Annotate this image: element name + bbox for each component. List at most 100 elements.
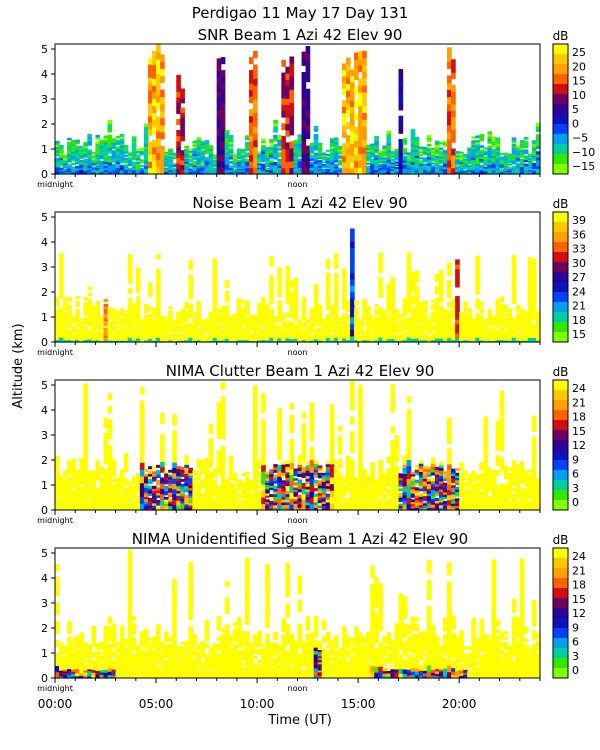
heatmap-cell [451, 161, 456, 169]
heatmap-cell [257, 465, 262, 469]
heatmap-cell [414, 338, 420, 343]
colorbar-tick-label: 18 [572, 314, 586, 327]
heatmap-cell [103, 448, 109, 455]
heatmap-cell [438, 289, 444, 295]
heatmap-cell [273, 464, 278, 468]
heatmap-cell [341, 288, 347, 294]
heatmap-cell [277, 147, 282, 151]
heatmap-cell [366, 170, 371, 173]
heatmap-cell [160, 336, 165, 339]
heatmap-cell [55, 336, 60, 341]
heatmap-cell [59, 146, 64, 149]
heatmap-cell [196, 332, 202, 336]
heatmap-cell [495, 311, 501, 315]
heatmap-cell [447, 166, 452, 175]
heatmap-cell [297, 147, 303, 151]
heatmap-cell [329, 140, 335, 143]
heatmap-cell [463, 155, 468, 157]
heatmap-cell [410, 287, 416, 293]
heatmap-cell [455, 328, 460, 334]
heatmap-cell [483, 150, 489, 153]
heatmap-cell [83, 432, 88, 441]
heatmap-cell [366, 167, 371, 170]
heatmap-cell [297, 339, 303, 342]
heatmap-cell [261, 393, 266, 401]
heatmap-cell [156, 130, 161, 139]
heatmap-cell [240, 334, 246, 338]
heatmap-cell [301, 119, 307, 127]
heatmap-cell [261, 458, 266, 466]
heatmap-cell [362, 337, 367, 341]
heatmap-cell [172, 163, 177, 166]
heatmap-cell [75, 487, 80, 491]
heatmap-cell [459, 328, 464, 331]
heatmap-cell [366, 172, 371, 175]
heatmap-cell [321, 170, 327, 173]
heatmap-cell [265, 490, 270, 494]
heatmap-cell [192, 492, 198, 496]
heatmap-cell [160, 434, 165, 441]
heatmap-cell [519, 327, 525, 330]
heatmap-cell [95, 169, 101, 173]
heatmap-cell [176, 313, 181, 316]
heatmap-cell [123, 459, 129, 463]
heatmap-cell [535, 159, 541, 164]
heatmap-cell [358, 85, 363, 93]
heatmap-cell [261, 445, 266, 453]
heatmap-cell [402, 317, 408, 321]
heatmap-cell [216, 317, 222, 321]
heatmap-cell [228, 491, 234, 496]
heatmap-cell [204, 157, 210, 160]
heatmap-cell [156, 474, 161, 478]
heatmap-cell [156, 102, 161, 110]
heatmap-cell [168, 168, 173, 171]
heatmap-cell [192, 312, 198, 315]
heatmap-cell [499, 296, 505, 300]
heatmap-cell [285, 329, 291, 335]
heatmap-cell [87, 479, 92, 483]
heatmap-cell [152, 313, 157, 316]
heatmap-cell [467, 308, 472, 311]
heatmap-cell [184, 315, 189, 318]
heatmap-cell [269, 322, 274, 329]
heatmap-cell [366, 307, 371, 311]
heatmap-cell [91, 311, 97, 315]
heatmap-cell [152, 320, 157, 324]
heatmap-cell [463, 308, 468, 311]
heatmap-cell [422, 160, 428, 163]
heatmap-cell [249, 508, 254, 511]
heatmap-cell [240, 309, 246, 314]
heatmap-cell [249, 154, 254, 162]
heatmap-cell [273, 326, 278, 329]
heatmap-cell [487, 150, 493, 154]
heatmap-cell [208, 428, 214, 434]
heatmap-cell [535, 327, 541, 330]
heatmap-cell [531, 286, 537, 292]
heatmap-cell [232, 321, 238, 324]
heatmap-cell [216, 456, 222, 463]
heatmap-cell [79, 326, 84, 329]
heatmap-cell [479, 136, 485, 140]
heatmap-cell [257, 498, 262, 503]
heatmap-cell [249, 314, 254, 317]
heatmap-cell [410, 311, 416, 316]
heatmap-cell [265, 335, 270, 339]
heatmap-cell [346, 316, 351, 320]
heatmap-cell [289, 304, 295, 309]
heatmap-cell [293, 160, 299, 164]
heatmap-cell [317, 151, 323, 154]
heatmap-cell [382, 148, 388, 152]
heatmap-cell [317, 329, 323, 333]
heatmap-cell [273, 137, 278, 142]
heatmap-cell [103, 135, 109, 139]
heatmap-cell [443, 338, 448, 341]
heatmap-cell [184, 317, 189, 321]
heatmap-cell [156, 51, 161, 60]
heatmap-cell [297, 321, 303, 324]
heatmap-cell [204, 507, 210, 511]
heatmap-cell [455, 337, 460, 343]
heatmap-cell [119, 165, 125, 168]
heatmap-cell [402, 160, 408, 163]
heatmap-cell [426, 331, 432, 334]
heatmap-cell [107, 458, 113, 466]
